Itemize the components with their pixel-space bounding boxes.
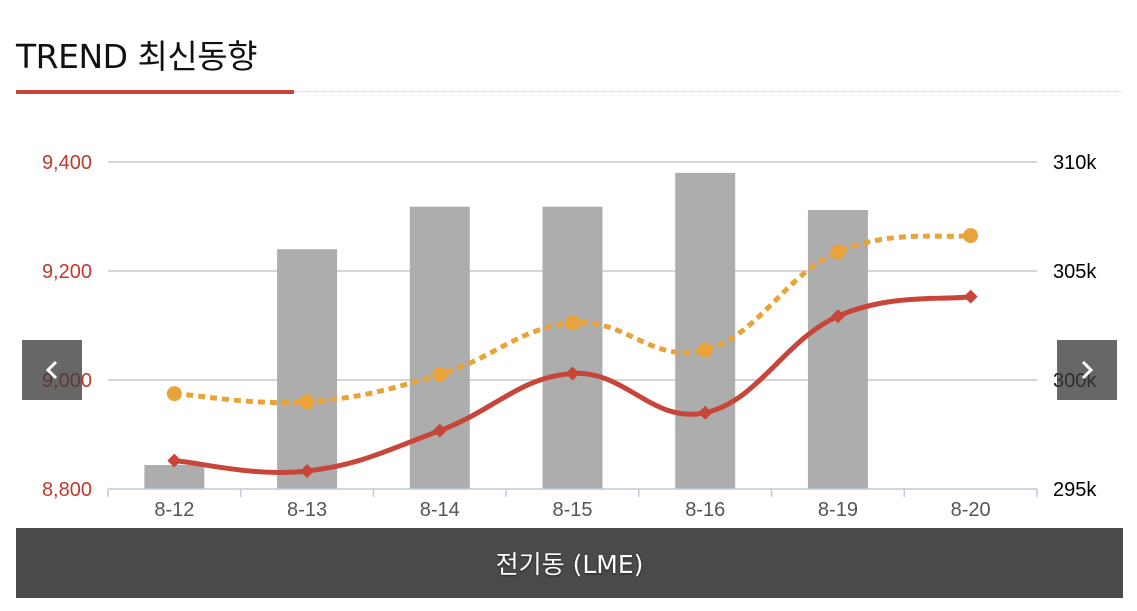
left-axis-tick-label: 8,800: [42, 479, 92, 501]
right-axis-tick-label: 310k: [1053, 152, 1097, 174]
diamond-marker: [698, 405, 713, 420]
page-title: TREND 최신동향: [16, 37, 257, 76]
x-axis-tick-label: 8-19: [818, 499, 858, 521]
right-axis-tick-label: 295k: [1053, 479, 1097, 501]
circle-marker: [299, 394, 315, 410]
next-button[interactable]: [1057, 340, 1117, 400]
bar: [542, 206, 603, 489]
x-axis-tick-label: 8-13: [287, 499, 327, 521]
diamond-marker: [300, 464, 315, 479]
left-axis-tick-label: 9,400: [42, 152, 92, 174]
circle-marker: [963, 228, 979, 244]
x-axis-tick-label: 8-20: [951, 499, 991, 521]
diamond-marker: [830, 309, 845, 324]
x-axis-tick-label: 8-12: [154, 499, 194, 521]
x-axis-tick-label: 8-16: [685, 499, 725, 521]
circle-marker: [697, 342, 713, 358]
right-axis-tick-label: 305k: [1053, 261, 1097, 283]
footer-label: 전기동 (LME): [495, 550, 644, 579]
chart-footer: 전기동 (LME): [16, 528, 1123, 598]
circle-marker: [565, 315, 580, 331]
diamond-marker: [565, 366, 580, 381]
bar: [277, 249, 338, 489]
diamond-marker: [432, 423, 447, 438]
chevron-right-icon: [1081, 360, 1094, 380]
prev-button[interactable]: [22, 340, 82, 400]
x-axis-tick-label: 8-14: [420, 499, 460, 521]
trend-chart: 9,400310k9,200305k9,000300k8,800295k8-12…: [42, 152, 1097, 521]
bar: [409, 206, 470, 489]
bar: [144, 465, 205, 489]
circle-marker: [830, 244, 846, 260]
circle-marker: [432, 367, 448, 383]
title-divider: [294, 91, 1122, 92]
title-underline: [16, 90, 294, 94]
diamond-marker: [963, 289, 978, 304]
bar: [675, 172, 736, 489]
chevron-left-icon: [45, 360, 58, 380]
diamond-marker: [167, 453, 182, 468]
circle-marker: [166, 386, 182, 402]
left-axis-tick-label: 9,200: [42, 261, 92, 283]
x-axis-tick-label: 8-15: [552, 499, 592, 521]
